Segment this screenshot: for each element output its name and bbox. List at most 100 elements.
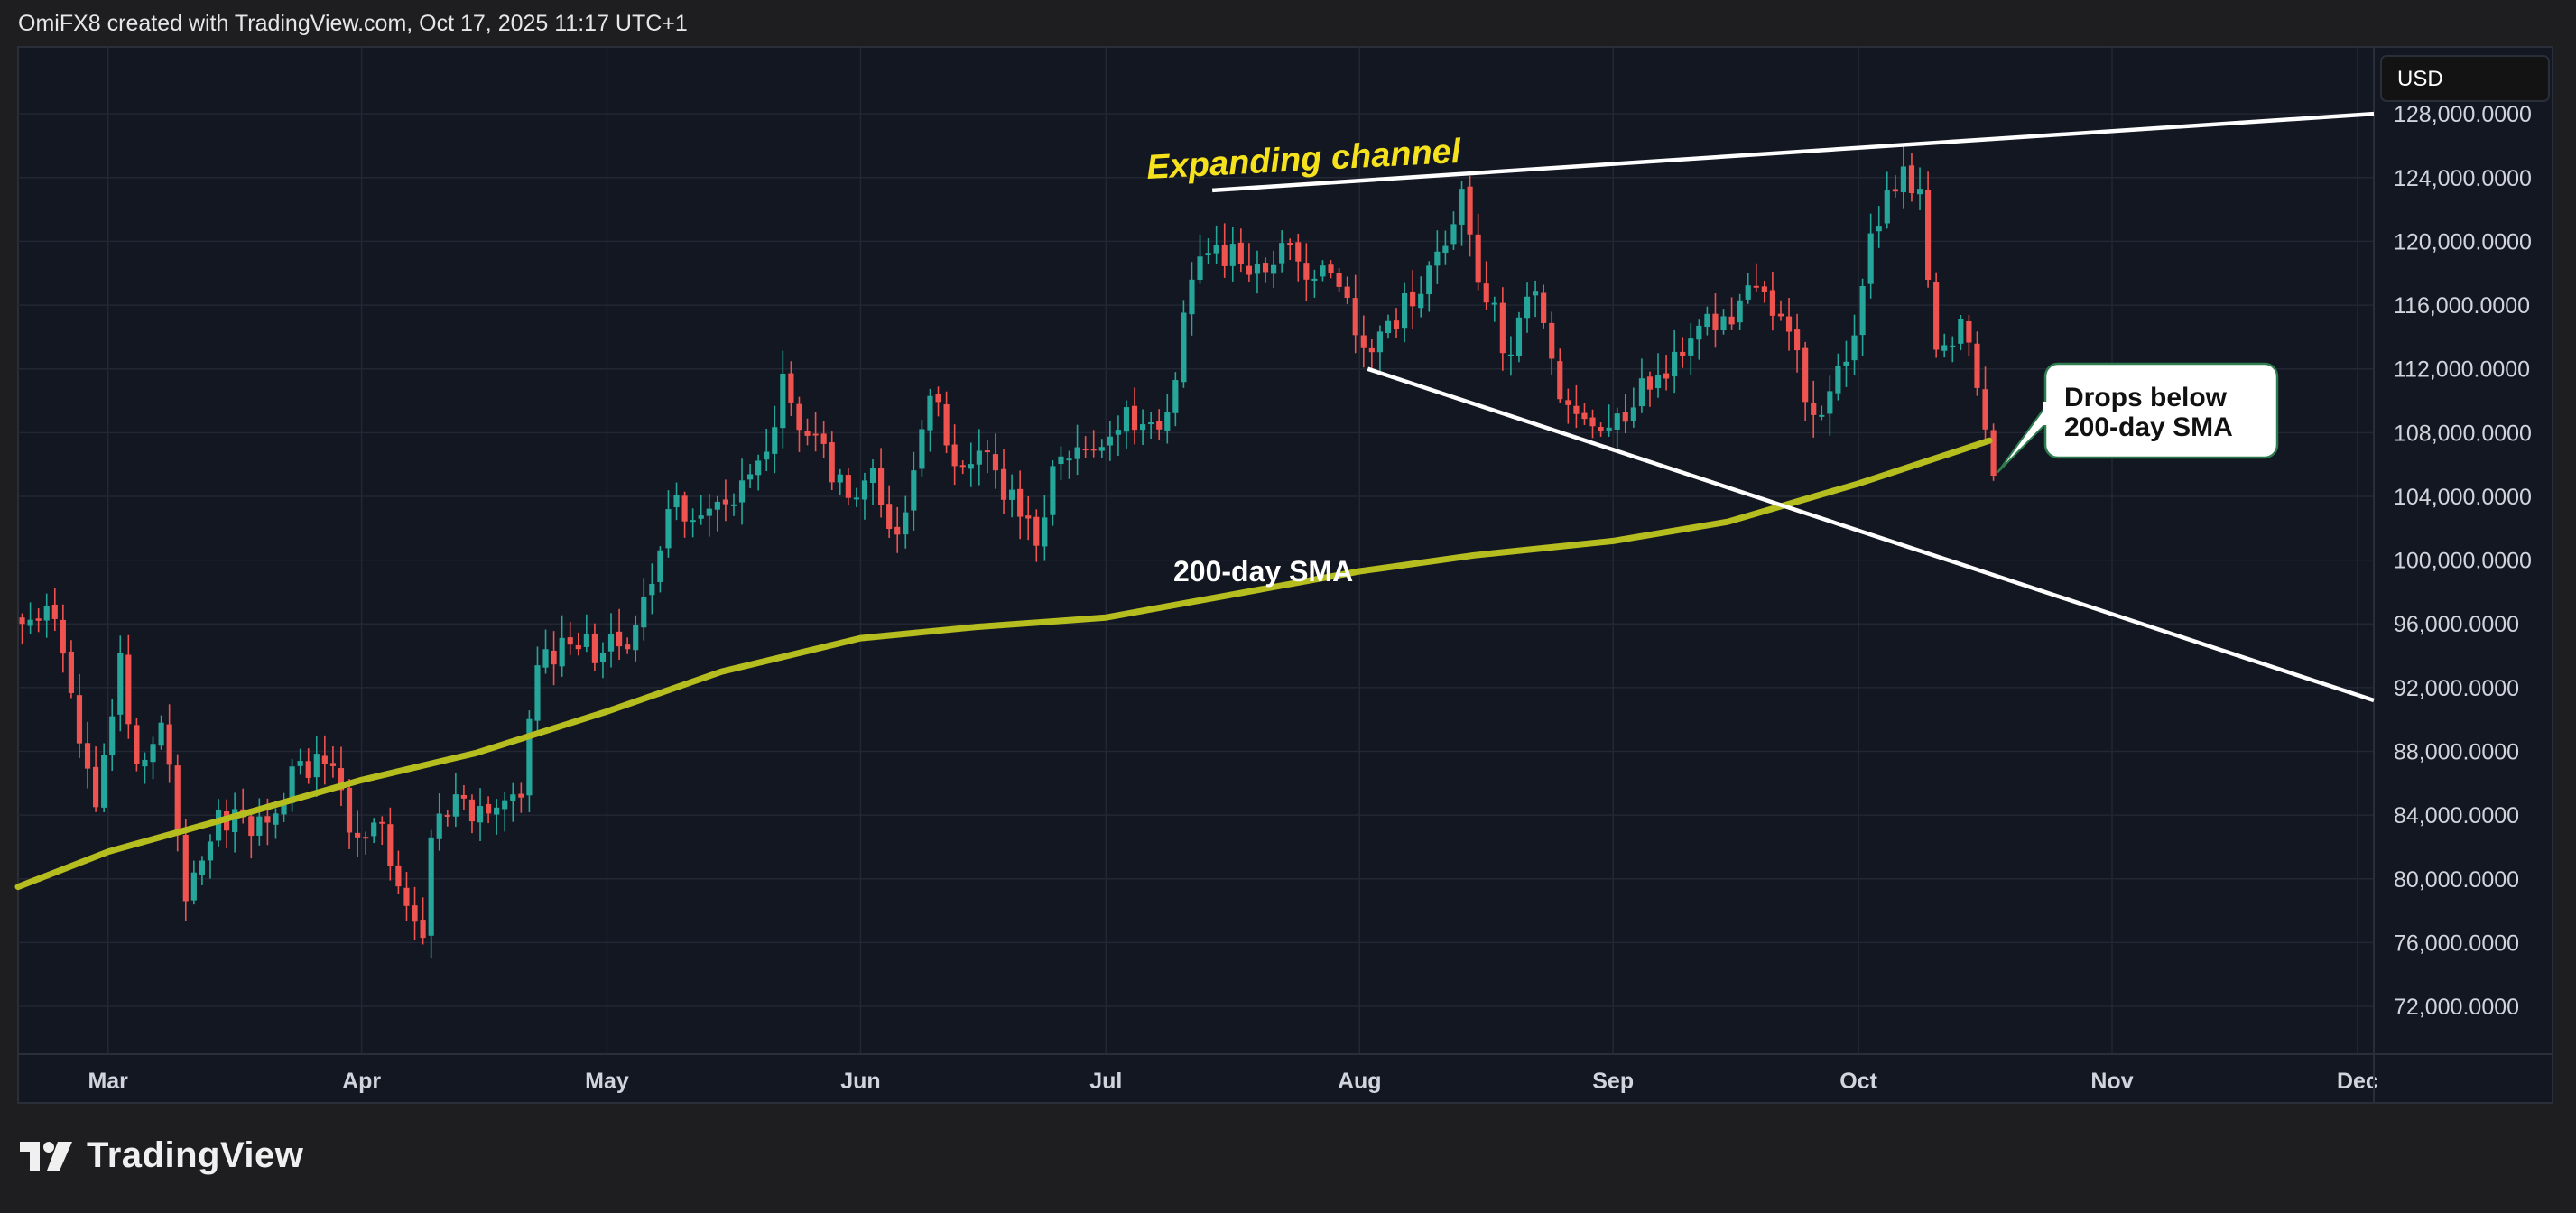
candle-down [951,444,958,467]
candle-up [1058,456,1064,465]
x-tick-label: Apr [342,1069,381,1094]
x-tick-label: Oct [1839,1069,1877,1094]
candle-down [1246,265,1252,275]
candle-down [1811,403,1817,415]
candle-down [1000,468,1007,500]
y-tick-label: 72,000.0000 [2394,995,2519,1020]
candle-down [486,803,492,814]
candle-up [1859,285,1866,336]
candle-up [281,803,287,815]
candle-up [1140,424,1146,431]
sma-200-line [14,437,1993,891]
candle-up [1442,245,1449,254]
candle-up [1843,361,1849,366]
candle-down [1499,302,1506,354]
candle-down [551,650,557,665]
candle-up [1213,244,1219,254]
candle-up [1737,300,1743,323]
candle-down [35,618,42,621]
candle-up [1009,489,1015,500]
callout-box: Drops below 200-day SMA [1997,362,2279,474]
x-tick-label: May [585,1069,629,1094]
candle-up [215,810,222,841]
candle-up [142,759,148,767]
candle-down [1777,313,1784,317]
candle-up [109,716,116,755]
candle-up [297,761,303,766]
candle-up [1916,189,1923,195]
candle-down [1025,515,1032,519]
x-tick-label: Sep [1592,1069,1634,1094]
candle-up [207,841,214,861]
candle-up [1164,412,1171,431]
candle-up [1254,263,1261,274]
candle-down [1303,263,1310,280]
y-tick-label: 80,000.0000 [2394,867,2519,893]
candle-up [526,718,533,796]
trendline-upper [1211,111,2375,193]
candle-up [313,754,320,778]
candle-down [1573,405,1580,414]
candle-up [117,653,124,715]
candle-down [1483,283,1489,303]
tradingview-logo[interactable]: TradingView [20,1135,303,1176]
candle-down [1336,273,1342,287]
candle-up [837,474,843,483]
candle-up [927,395,933,431]
candle-down [19,617,25,625]
callout-line-2: 200-day SMA [2064,412,2233,442]
candle-up [428,837,434,936]
candle-down [321,755,328,764]
candle-down [174,765,181,835]
candle-down [1360,335,1367,348]
candle-down [182,835,189,902]
candle-up [1867,233,1874,284]
candle-up [1704,313,1710,328]
candle-down [1990,430,1997,477]
candle-down [379,821,385,824]
candle-down [894,526,901,535]
candle-up [1042,517,1048,547]
y-tick-label: 92,000.0000 [2394,676,2519,701]
candle-down [804,431,811,436]
candle-up [714,501,720,510]
y-tick-label: 124,000.0000 [2394,166,2532,191]
x-tick-label: Aug [1338,1069,1382,1094]
y-tick-label: 76,000.0000 [2394,931,2519,956]
currency-button[interactable]: USD [2380,55,2550,102]
candle-up [1426,265,1432,295]
candle-up [510,794,516,801]
candle-up [976,450,982,465]
y-axis: 128,000.0000 124,000.0000 120,000.0000 116,… [18,47,2553,1103]
candle-up [1402,293,1408,329]
candle-up [542,649,549,668]
candle-up [641,597,647,628]
candle-up [755,460,762,476]
x-tick-label: Nov [2090,1069,2133,1094]
candle-down [1769,290,1775,316]
candle-down [1410,291,1416,307]
candle-down [166,724,172,765]
candle-down [60,619,66,654]
candle-down [305,761,311,778]
candle-down [575,644,581,650]
tradingview-brand-text: TradingView [87,1135,304,1175]
candle-down [329,763,336,766]
candle-up [1876,226,1882,232]
candle-down [248,816,255,837]
candle-up [1115,430,1121,435]
candle-up [1630,407,1636,421]
plot-area[interactable] [17,46,2553,1104]
candle-up [1941,345,1948,351]
candle-down [1352,298,1358,336]
tradingview-logo-icon [20,1141,72,1171]
currency-label[interactable]: USD [2397,67,2443,91]
candle-up [747,474,754,480]
candle-up [158,722,164,746]
candle-down [1933,282,1940,350]
candle-up [772,427,778,454]
candle-up [690,520,696,523]
candle-up [738,480,746,503]
candle-up [657,550,663,582]
